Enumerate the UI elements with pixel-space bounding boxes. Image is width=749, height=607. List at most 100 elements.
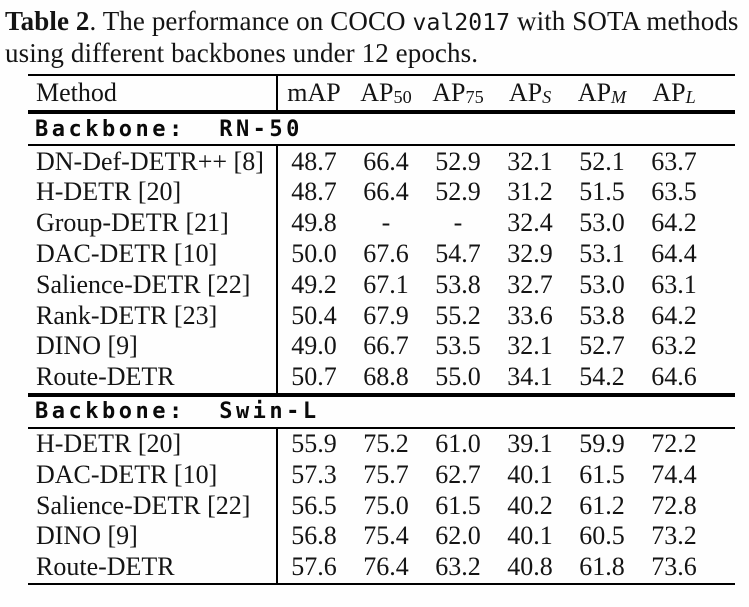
metric-value: 50.0 — [291, 238, 337, 268]
metric-value: 55.2 — [435, 300, 481, 330]
metric-value: 40.1 — [507, 521, 553, 551]
table-row: DINO [9] 49.0 66.7 53.5 32.1 52.7 63.2 — [28, 330, 735, 362]
metric-value: 63.2 — [651, 331, 697, 361]
method-name: DINO [9] — [28, 330, 278, 362]
metric-value: 74.4 — [651, 459, 697, 489]
metric-value: 59.9 — [579, 428, 625, 458]
metric-value: 52.9 — [435, 177, 481, 207]
metric-value: 53.8 — [579, 300, 625, 330]
metric-value: 54.7 — [435, 238, 481, 268]
metric-value: 57.6 — [291, 552, 337, 582]
metric-value: 53.8 — [435, 269, 481, 299]
table-caption: Table 2. The performance on COCO val2017… — [5, 6, 745, 69]
metric-value: 66.7 — [363, 331, 409, 361]
metric-value: 52.1 — [579, 146, 625, 176]
metric-value: 50.4 — [291, 300, 337, 330]
table-row: Group-DETR [21] 49.8 - - 32.4 53.0 64.2 — [28, 207, 735, 239]
metric-value: 63.5 — [651, 177, 697, 207]
metric-value: 63.2 — [435, 552, 481, 582]
metric-value: 75.4 — [363, 521, 409, 551]
section-header-1: Backbone: Swin-L — [35, 399, 320, 425]
metric-value: 32.7 — [507, 269, 553, 299]
column-header-base: AP — [360, 78, 394, 108]
column-header-apl: AP L — [638, 76, 710, 110]
table-caption-mono-val2017: val2017 — [412, 10, 511, 36]
table-caption-text-1: . The performance on COCO — [89, 6, 413, 36]
metric-value: 62.0 — [435, 521, 481, 551]
method-name: Group-DETR [21] — [28, 207, 278, 239]
metric-value: 64.2 — [651, 300, 697, 330]
metric-value: 50.7 — [291, 362, 337, 392]
column-header-aps: AP S — [494, 76, 566, 110]
metric-value: 62.7 — [435, 459, 481, 489]
metric-value: 63.1 — [651, 269, 697, 299]
metric-value: 48.7 — [291, 177, 337, 207]
metric-value: 32.1 — [507, 331, 553, 361]
column-header-subscript: S — [542, 86, 552, 107]
table-row: Route-DETR 50.7 68.8 55.0 34.1 54.2 64.6 — [28, 361, 735, 393]
section-top-double-rule — [28, 110, 735, 115]
table-caption-text-3: using different backbones under 12 epoch… — [5, 37, 479, 68]
metric-value: 53.0 — [579, 269, 625, 299]
metric-value: 32.1 — [507, 146, 553, 176]
metric-value: 53.1 — [579, 238, 625, 268]
metric-value: 75.0 — [363, 490, 409, 520]
column-header-subscript: 50 — [393, 86, 412, 107]
metric-value: 75.2 — [363, 428, 409, 458]
metric-value: 40.8 — [507, 552, 553, 582]
table-row: H-DETR [20] 48.7 66.4 52.9 31.2 51.5 63.5 — [28, 176, 735, 208]
metric-value: 53.5 — [435, 331, 481, 361]
table-row: DAC-DETR [10] 50.0 67.6 54.7 32.9 53.1 64.4 — [28, 238, 735, 270]
metric-value: 75.7 — [363, 459, 409, 489]
metric-value: 57.3 — [291, 459, 337, 489]
metric-value: 49.2 — [291, 269, 337, 299]
metric-value: 55.9 — [291, 428, 337, 458]
metric-value: 56.5 — [291, 490, 337, 520]
column-header-base: AP — [432, 78, 466, 108]
metric-value: 53.0 — [579, 208, 625, 238]
column-header-subscript: 75 — [465, 86, 484, 107]
metric-value: 32.9 — [507, 238, 553, 268]
metric-value: 66.4 — [363, 146, 409, 176]
metric-value: 49.8 — [291, 208, 337, 238]
metric-value: 54.2 — [579, 362, 625, 392]
metric-value: 61.2 — [579, 490, 625, 520]
method-name: Route-DETR — [28, 551, 278, 583]
metric-value: 32.4 — [507, 208, 553, 238]
metric-value: 51.5 — [579, 177, 625, 207]
metric-value: 49.0 — [291, 331, 337, 361]
column-header-base: AP — [577, 78, 612, 108]
metric-value: 72.8 — [651, 490, 697, 520]
column-header-subscript: M — [611, 86, 627, 107]
table-row: H-DETR [20] 55.9 75.2 61.0 39.1 59.9 72.2 — [28, 428, 735, 460]
metric-value: 67.9 — [363, 300, 409, 330]
table-caption-text-2: with SOTA methods — [510, 6, 739, 36]
metric-value: 76.4 — [363, 552, 409, 582]
method-name: DAC-DETR [10] — [28, 238, 278, 270]
table-row: DINO [9] 56.8 75.4 62.0 40.1 60.5 73.2 — [28, 520, 735, 552]
method-name: H-DETR [20] — [28, 428, 278, 460]
metric-value: 73.2 — [651, 521, 697, 551]
column-header-ap75: AP 75 — [422, 76, 494, 110]
metric-value: - — [381, 208, 391, 238]
metric-value: 40.2 — [507, 490, 553, 520]
results-table: Method mAP AP 50 AP 75 AP S AP M AP L Backbone: RN-5… — [28, 74, 735, 585]
column-header-ap50: AP 50 — [350, 76, 422, 110]
table-row: Rank-DETR [23] 50.4 67.9 55.2 33.6 53.8 64.2 — [28, 300, 735, 331]
method-name: Salience-DETR [22] — [28, 269, 278, 301]
column-header-map: mAP — [278, 76, 350, 110]
metric-value: 63.7 — [651, 146, 697, 176]
metric-value: 61.8 — [579, 552, 625, 582]
method-name: Salience-DETR [22] — [28, 490, 278, 521]
metric-value: 39.1 — [507, 428, 553, 458]
metric-value: 64.4 — [651, 238, 697, 268]
section-header-underline — [28, 144, 735, 147]
metric-value: 34.1 — [507, 362, 553, 392]
metric-value: 56.8 — [291, 521, 337, 551]
method-name: DAC-DETR [10] — [28, 459, 278, 491]
section-top-double-rule — [28, 392, 735, 397]
metric-value: 52.7 — [579, 331, 625, 361]
table-caption-label: Table 2 — [5, 6, 90, 36]
metric-value: 31.2 — [507, 177, 553, 207]
